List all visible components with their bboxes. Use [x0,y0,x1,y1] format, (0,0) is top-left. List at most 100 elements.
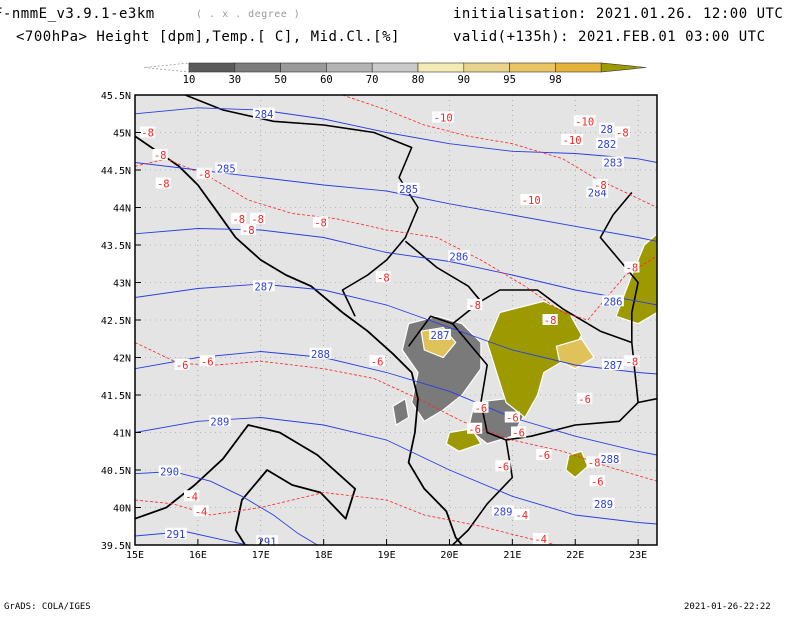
y-tick-label: 44N [113,204,131,215]
x-tick-label: 19E [378,550,396,561]
temp-label-bg [520,194,543,205]
colorbar-high-end [600,62,647,73]
temp-label: -8 [141,128,154,140]
height-contour-291 [135,531,249,545]
colorbar-label: 30 [228,74,241,86]
temp-label: -8 [198,169,211,181]
temp-label: -8 [157,179,170,191]
temp-label: -10 [563,135,582,147]
colorbar-label: 60 [320,74,333,86]
temp-label: -8 [616,128,629,140]
temp-label-bg [199,355,215,367]
y-tick-label: 42.5N [101,316,131,327]
x-tick-label: 23E [629,550,647,561]
temp-label-bg [467,422,483,434]
height-label-bg [599,122,615,134]
colorbar-label: 98 [549,74,562,86]
height-label-bg [595,137,618,149]
temp-label: -8 [251,214,264,226]
height-label-bg [158,465,181,477]
colorbar-label: 50 [274,74,287,86]
temp-label: -8 [314,218,327,230]
x-axis-ticks: 15E 16E 17E 18E 19E 20E 21E 22E 23E [126,539,647,561]
cloud-patch-low [401,315,482,423]
field-description: <700hPa> Height [dpm],Temp.[ C], Mid.Cl.… [16,29,400,45]
height-label: 285 [217,164,236,176]
height-label-bg [253,107,275,119]
height-label: 289 [210,416,229,428]
temp-label-bg [536,449,552,460]
height-label-bg [602,359,624,370]
temp-label-bg [586,456,602,468]
temp-label-bg [561,134,583,145]
temp-label: -6 [475,403,488,415]
y-tick-label: 44.5N [101,166,131,177]
temp-label: -6 [506,413,519,425]
temp-label-bg [511,426,527,438]
temp-label: -10 [434,113,453,125]
height-label: 282 [597,139,616,151]
cloud-cover [392,232,657,479]
height-label: 287 [431,330,450,342]
y-tick-label: 41N [113,429,131,440]
temp-label: -4 [195,506,208,518]
x-tick-label: 16E [189,550,207,561]
temp-label: -10 [575,116,594,128]
temp-label: -8 [377,272,390,284]
temp-label-bg [250,212,266,224]
temp-label-bg [495,460,511,472]
temp-label-bg [155,177,171,189]
temp-label-bg [196,167,212,179]
border-line [451,323,514,545]
temp-label: -8 [468,300,481,312]
temp-label: -6 [468,424,481,436]
y-tick-label: 42N [113,354,131,365]
colorbar-label: 10 [183,74,196,86]
temp-label: -6 [512,428,525,440]
height-label: 288 [311,349,330,361]
temp-label-bg [624,261,640,273]
height-label-bg [492,505,514,517]
border-line [599,191,639,343]
temp-label: -4 [534,534,547,546]
height-label: 284 [588,188,607,200]
temp-label: -6 [578,394,591,406]
temp-label-bg [139,126,156,138]
height-label: 290 [160,467,179,479]
coastline [135,424,357,545]
temp-label: -8 [154,150,167,162]
render-timestamp: 2021-01-26-22:22 [684,602,771,612]
y-tick-label: 43.5N [101,241,131,252]
x-tick-label: 21E [503,550,521,561]
temp-label-bg [184,490,200,502]
temp-label-bg [312,216,329,228]
temp-label: -6 [497,461,510,473]
height-label-bg [215,162,238,174]
height-label: 288 [600,454,619,466]
cloud-patch-mid [555,338,595,370]
colorbar-label: 80 [412,74,425,86]
height-contour-284 [135,107,657,163]
temp-label-bg [231,212,247,224]
y-tick-label: 40N [113,504,131,515]
temp-label-bg [473,401,489,413]
temp-label: -6 [591,476,604,488]
height-label: 286 [449,251,468,263]
height-label: 283 [603,158,622,170]
colorbar: 10 30 50 60 70 80 90 95 98 [143,62,647,86]
temp-label-bg [432,111,455,123]
x-tick-label: 17E [252,550,270,561]
height-label: 287 [254,281,273,293]
temp-label-bg [592,179,608,190]
x-tick-label: 20E [440,550,458,561]
height-label-bg [602,295,624,307]
temp-label-bg [589,475,605,487]
temp-label-bg [369,355,385,367]
height-label-bg [592,497,615,509]
border-line [637,397,657,404]
height-label: 291 [166,529,185,541]
y-tick-label: 45.5N [101,91,131,102]
temp-contour--8 [135,158,657,321]
temp-label-bg [193,505,209,517]
temp-label-bg [624,355,640,367]
